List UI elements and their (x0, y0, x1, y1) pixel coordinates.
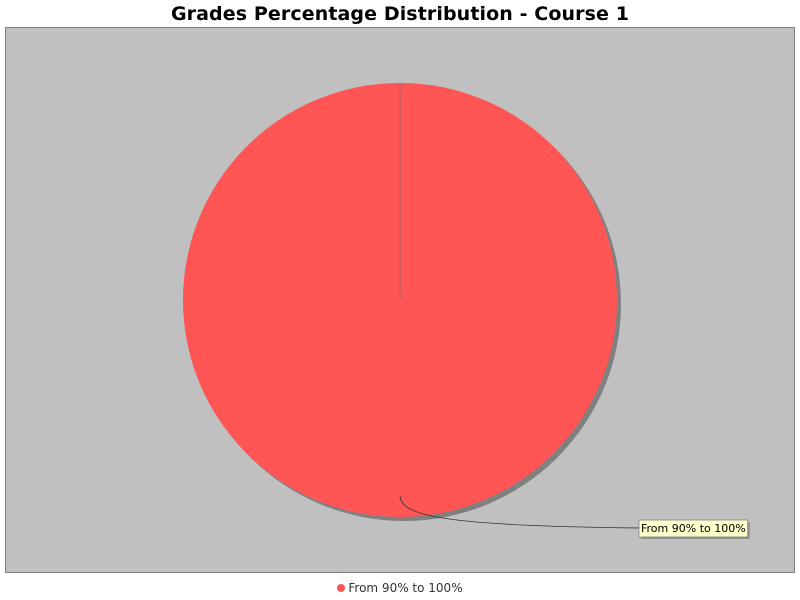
labels-layer: From 90% to 100% (399, 495, 750, 539)
legend-swatch (337, 584, 346, 592)
slice-label-text: From 90% to 100% (641, 522, 746, 535)
legend-item: From 90% to 100% (337, 580, 463, 596)
label-leader-line (399, 495, 641, 529)
legend-label: From 90% to 100% (348, 581, 463, 595)
legend: From 90% to 100% (0, 580, 800, 596)
slice-label-box (638, 519, 749, 538)
slices-layer (183, 83, 621, 521)
chart-title: Grades Percentage Distribution - Course … (170, 3, 630, 25)
slice-label: From 90% to 100% (638, 519, 750, 539)
